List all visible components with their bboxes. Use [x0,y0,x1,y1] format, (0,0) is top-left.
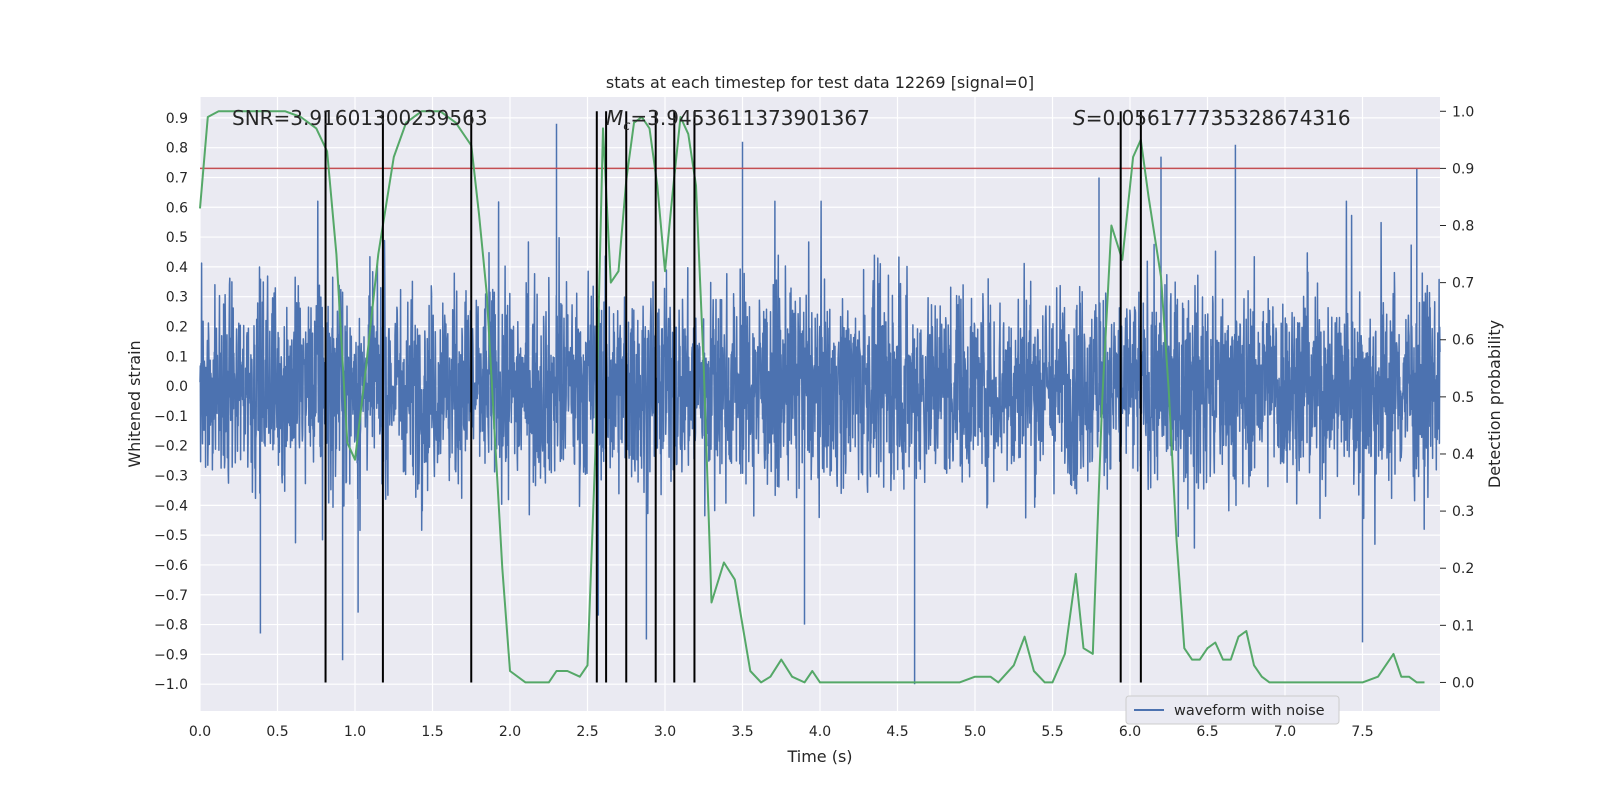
mc-value: =3.9453611373901367 [630,106,869,130]
y-right-tick-label: 0.3 [1452,504,1474,520]
y-right-tick-label: 0.1 [1452,618,1474,634]
y-left-tick-label: −0.3 [154,469,188,485]
x-tick-label: 6.0 [1119,724,1141,740]
y-left-tick-label: −0.2 [154,439,188,455]
legend-box [1125,695,1340,725]
x-tick-label: 1.0 [344,724,366,740]
x-tick-label: 2.0 [499,724,521,740]
x-tick-label: 3.5 [731,724,753,740]
y-left-tick-label: −0.5 [154,528,188,544]
y-right-tick-label: 0.2 [1452,561,1474,577]
y-left-tick-label: −1.0 [154,677,188,693]
vertical-markers [324,111,1142,683]
y-left-tick-label: −0.7 [154,588,188,604]
x-tick-label: 7.5 [1351,724,1373,740]
x-tick-label: 0.5 [266,724,288,740]
y-right-tick-label: 0.4 [1452,447,1474,463]
tick-labels: 0.0 0.5 1.0 1.5 2.0 2.5 3.0 3.5 4.0 4.5 5.0 5.5 6.0 6… [154,104,1474,740]
snr-annotation: SNR=3.91601300239563 [232,106,488,130]
spin-annotation: S=0.056177735328674316 [1073,106,1351,130]
y-left-tick-label: −0.6 [154,558,188,574]
mc-symbol: M [606,106,623,130]
y-left-tick-label: 0.8 [166,141,188,157]
y-left-tick-label: 0.3 [166,290,188,306]
x-tick-label: 2.5 [576,724,598,740]
x-tick-label: 4.5 [886,724,908,740]
y-left-tick-label: −0.9 [154,647,188,663]
y-left-tick-label: 0.4 [166,260,188,276]
s-value: =0.056177735328674316 [1086,106,1351,130]
y-left-tick-label: −0.4 [154,498,188,514]
y-right-tick-label: 0.9 [1452,161,1474,177]
y-right-tick-label: 0.8 [1452,219,1474,235]
x-tick-label: 5.5 [1041,724,1063,740]
x-tick-label: 1.5 [421,724,443,740]
y-left-tick-label: 0.5 [166,230,188,246]
y-right-tick-label: 0.7 [1452,276,1474,292]
y-left-tick-label: 0.0 [166,379,188,395]
y-left-tick-label: −0.1 [154,409,188,425]
x-tick-label: 4.0 [809,724,831,740]
y-right-tick-label: 0.5 [1452,390,1474,406]
y-axis-left-label: Whitened strain [125,340,144,467]
x-tick-label: 6.5 [1196,724,1218,740]
y-left-tick-label: 0.1 [166,349,188,365]
mc-subscript: c [623,119,630,134]
x-tick-label: 7.0 [1274,724,1296,740]
legend-label: waveform with noise [1174,703,1325,719]
x-tick-label: 0.0 [189,724,211,740]
chirp-mass-annotation: Mc=3.9453611373901367 [606,106,870,134]
y-right-tick-label: 0.0 [1452,675,1474,691]
y-left-tick-label: 0.7 [166,170,188,186]
probability-series [199,110,1425,684]
y-right-tick-label: 1.0 [1452,104,1474,120]
x-tick-label: 3.0 [654,724,676,740]
detection-probability-line [199,110,1425,684]
x-tick-label: 5.0 [964,724,986,740]
x-axis-label: Time (s) [786,747,852,766]
s-symbol: S [1073,106,1086,130]
chart-title: stats at each timestep for test data 122… [606,73,1034,92]
y-right-tick-label: 0.6 [1452,333,1474,349]
y-left-tick-label: 0.2 [166,320,188,336]
y-axis-right-label: Detection probability [1485,320,1504,488]
y-left-tick-label: −0.8 [154,618,188,634]
y-left-tick-label: 0.6 [166,200,188,216]
legend: waveform with noise [1125,695,1340,725]
y-left-tick-label: 0.9 [166,111,188,127]
